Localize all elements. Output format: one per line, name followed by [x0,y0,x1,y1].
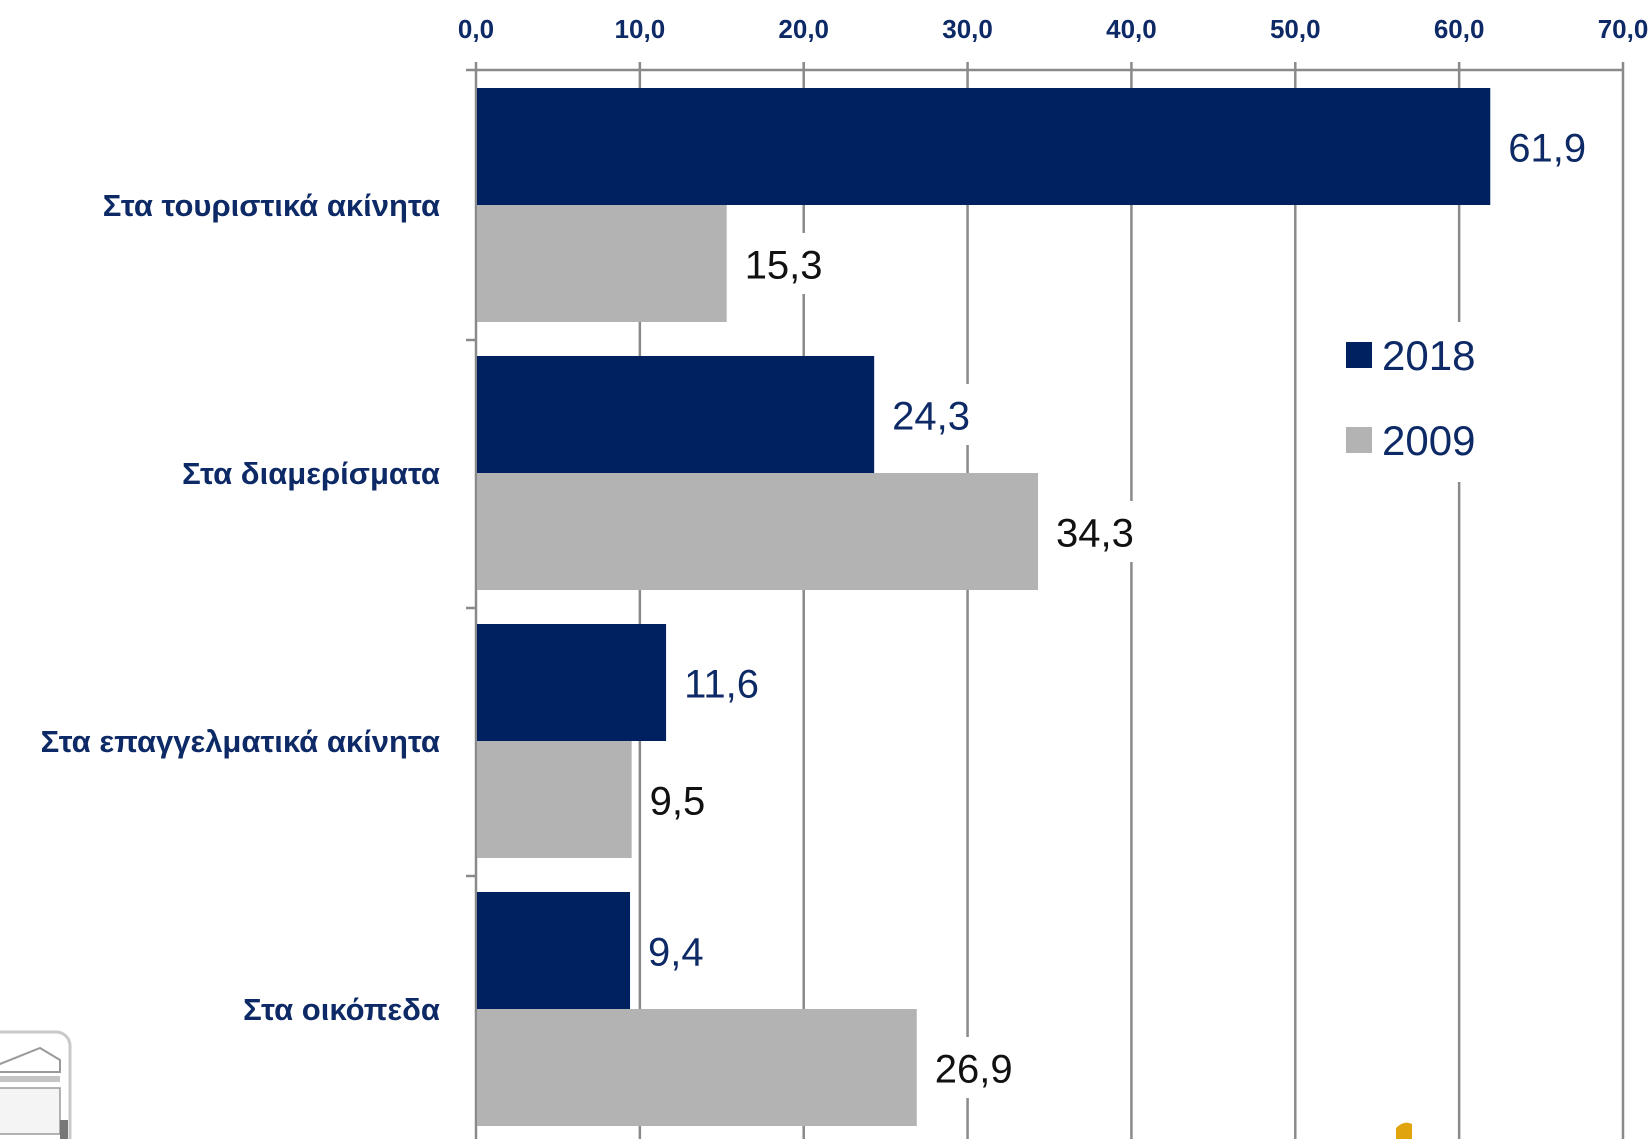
decorations [0,1030,1412,1139]
data-label-2009: 34,3 [1056,512,1134,556]
bar-2018 [477,356,875,473]
data-label-2009: 26,9 [935,1048,1013,1092]
data-label-2018: 24,3 [892,395,970,439]
brand-mark [1396,1122,1412,1139]
x-tick-label: 20,0 [778,14,829,44]
data-label-bg [643,769,716,830]
data-label-2018: 11,6 [684,663,759,707]
x-tick-label: 50,0 [1270,14,1321,44]
data-label-bg [738,233,831,294]
data-label-2009: 9,5 [650,780,706,824]
category-label: Στα οικόπεδα [243,992,440,1027]
axes: 0,0 10,0 20,0 30,0 40,0 50,0 60,0 70,0 Στα τουρι… [41,14,1649,1139]
bar-2009 [477,741,632,858]
legend-label-2018: 2018 [1382,332,1475,379]
data-label-bg [886,384,979,445]
x-tick-label: 40,0 [1106,14,1157,44]
data-label-bg [1050,501,1143,562]
institution-logo [0,1030,72,1139]
bar-2018 [477,892,631,1009]
legend-swatch-2018 [1346,342,1372,368]
legend-label-2009: 2009 [1382,417,1475,464]
data-label-bg [928,1037,1021,1098]
data-label-bg [642,920,715,981]
data-label-2018: 9,4 [648,931,704,975]
x-tick-label: 60,0 [1434,14,1485,44]
data-labels: 61,9 24,3 11,6 9,4 15,3 34,3 9,5 26,9 [642,116,1595,1098]
category-label: Στα τουριστικά ακίνητα [103,188,440,223]
category-label: Στα διαμερίσματα [182,456,440,491]
data-label-2009: 15,3 [745,244,823,288]
category-label: Στα επαγγελματικά ακίνητα [41,724,440,759]
data-label-bg [1502,116,1595,177]
bar-2009 [477,473,1039,590]
x-tick-label: 70,0 [1598,14,1649,44]
bar-2018 [477,88,1491,205]
gridlines [638,70,1625,1139]
bar-2018 [477,624,667,741]
x-tick-label: 0,0 [458,14,494,44]
bar-2009 [477,205,727,322]
bar-2009 [477,1009,917,1126]
data-label-bg [678,652,771,713]
data-label-2018: 61,9 [1508,127,1586,171]
legend-swatch-2009 [1346,427,1372,453]
legend: 2018 2009 [1338,322,1478,482]
bars [477,88,1491,1126]
x-tick-label: 30,0 [942,14,993,44]
x-tick-label: 10,0 [615,14,666,44]
